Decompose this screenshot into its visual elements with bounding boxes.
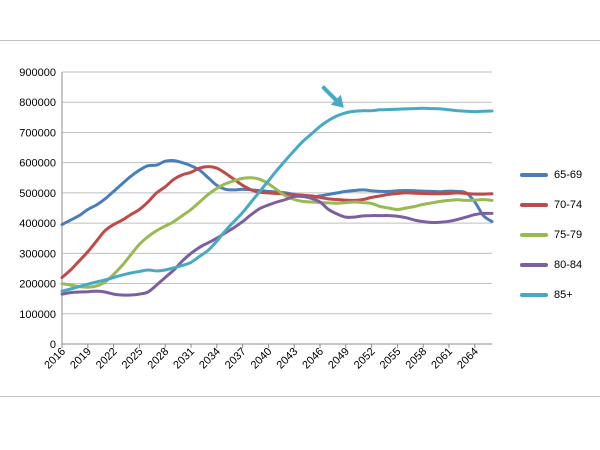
x-tick-label: 2064 (455, 346, 481, 372)
x-tick-label: 2016 (42, 346, 68, 372)
x-tick-labels: 2016 2019 2022 2025 2028 2031 2034 2037 2040 2043… (42, 346, 481, 372)
x-tick-label: 2061 (429, 346, 455, 372)
y-tick-label: 700000 (19, 127, 56, 139)
x-tick-label: 2037 (223, 346, 249, 372)
top-rule (0, 40, 600, 41)
legend-swatch (520, 263, 548, 267)
axes (61, 72, 492, 348)
legend-swatch (520, 173, 548, 177)
x-tick-label: 2034 (197, 346, 223, 372)
y-tick-labels: 0 100000 200000 300000 400000 500000 600000 700… (19, 67, 56, 351)
series-line-70-74 (60, 165, 494, 279)
x-tick-label: 2058 (404, 346, 430, 372)
x-tick-label: 2025 (120, 346, 146, 372)
y-tick-label: 400000 (19, 218, 56, 230)
series-line-75-79 (60, 176, 494, 289)
series-lines (60, 106, 494, 297)
x-tick-label: 2031 (171, 346, 197, 372)
legend-label: 70-74 (554, 199, 583, 211)
legend-label: 75-79 (554, 229, 583, 241)
x-tick-label: 2019 (68, 346, 94, 372)
legend: 65-69 70-74 75-79 80-84 85+ (520, 160, 600, 310)
x-tick-label: 2055 (378, 346, 404, 372)
x-tick-label: 2043 (275, 346, 301, 372)
y-tick-label: 600000 (19, 158, 56, 170)
y-tick-label: 300000 (19, 248, 56, 260)
x-tick-label: 2028 (146, 346, 172, 372)
y-tick-label: 0 (50, 339, 56, 351)
legend-item: 85+ (520, 280, 600, 310)
y-tick-label: 200000 (19, 279, 56, 291)
legend-swatch (520, 203, 548, 207)
legend-item: 65-69 (520, 160, 600, 190)
y-tick-label: 800000 (19, 97, 56, 109)
x-tick-label: 2022 (94, 346, 120, 372)
annotation-arrowhead (330, 94, 344, 108)
legend-item: 70-74 (520, 190, 600, 220)
legend-swatch (520, 293, 548, 297)
legend-label: 85+ (554, 289, 573, 301)
x-tick-label: 2052 (352, 346, 378, 372)
y-tick-label: 900000 (19, 67, 56, 79)
legend-item: 80-84 (520, 250, 600, 280)
x-tick-label: 2040 (249, 346, 275, 372)
x-tick-label: 2046 (300, 346, 326, 372)
legend-item: 75-79 (520, 220, 600, 250)
bottom-rule (0, 396, 600, 397)
legend-label: 80-84 (554, 259, 583, 271)
y-tick-label: 100000 (19, 309, 56, 321)
y-tick-label: 500000 (19, 188, 56, 200)
x-tick-label: 2049 (326, 346, 352, 372)
legend-label: 65-69 (554, 169, 583, 181)
series-line-80-84 (60, 194, 494, 297)
annotations (321, 85, 344, 108)
legend-swatch (520, 233, 548, 237)
series-line-85+ (60, 106, 494, 293)
